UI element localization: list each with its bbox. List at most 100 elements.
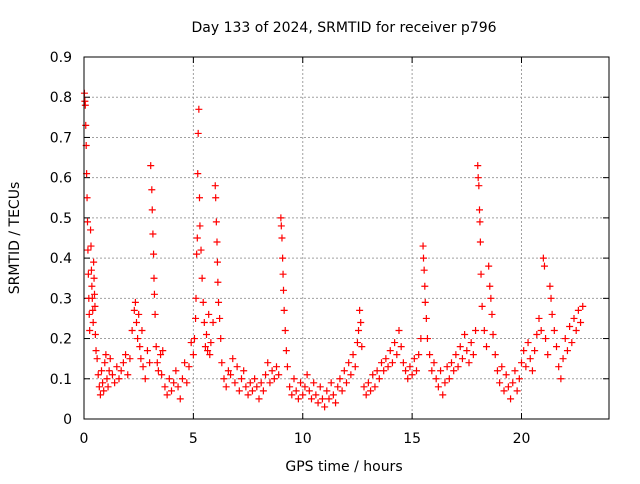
data-point	[526, 355, 534, 363]
data-point	[133, 318, 140, 326]
data-point	[199, 298, 207, 306]
data-point	[535, 314, 543, 322]
data-point	[404, 375, 412, 383]
data-point	[397, 343, 405, 351]
data-point	[513, 387, 521, 395]
data-point	[235, 387, 243, 395]
y-tick-label: 0.9	[50, 50, 72, 66]
data-point	[356, 306, 364, 314]
data-point	[257, 379, 265, 387]
data-point	[174, 383, 182, 391]
data-point	[220, 375, 228, 383]
tick-layer: 0 0.1 0.2 0.3 0.4 0.5 0.6 0.7 0.8 0.9 0 5 10 15 20	[50, 50, 609, 447]
data-point	[131, 298, 139, 306]
data-point	[130, 306, 138, 314]
data-point	[86, 327, 94, 335]
data-point	[231, 379, 239, 387]
data-point	[380, 367, 388, 375]
data-point	[340, 367, 348, 375]
data-point	[85, 310, 93, 318]
data-point	[357, 318, 365, 326]
data-point	[388, 359, 396, 367]
data-point	[286, 383, 294, 391]
data-point	[209, 318, 217, 326]
data-point	[90, 274, 98, 282]
data-point	[281, 327, 289, 335]
data-point	[88, 294, 96, 302]
data-point	[105, 367, 113, 375]
data-point	[539, 254, 547, 262]
data-point	[378, 359, 385, 367]
data-point	[193, 234, 201, 242]
data-point	[195, 105, 203, 113]
data-point	[305, 387, 313, 395]
data-point	[489, 331, 497, 339]
data-point	[102, 351, 110, 359]
data-point	[448, 359, 455, 367]
data-point	[229, 355, 237, 363]
data-point	[502, 371, 510, 379]
data-point	[203, 331, 210, 339]
data-point	[154, 367, 162, 375]
data-point	[251, 375, 259, 383]
data-point	[364, 379, 372, 387]
data-point	[273, 363, 280, 371]
data-point	[115, 375, 123, 383]
data-point	[128, 327, 136, 335]
data-point	[465, 359, 473, 367]
data-point	[87, 226, 95, 234]
data-point	[493, 367, 501, 375]
data-point	[290, 375, 298, 383]
data-point	[253, 383, 261, 391]
data-point	[553, 343, 560, 351]
x-tick-label: 0	[80, 431, 89, 447]
data-point	[458, 355, 466, 363]
data-point	[420, 266, 428, 274]
data-point	[134, 335, 142, 343]
data-point	[485, 262, 493, 270]
data-point	[161, 383, 169, 391]
data-point	[520, 347, 528, 355]
y-tick-label: 0.7	[50, 130, 72, 146]
data-point	[542, 335, 550, 343]
data-point	[487, 294, 495, 302]
data-point	[555, 363, 563, 371]
data-point	[321, 403, 329, 411]
data-point	[151, 310, 159, 318]
x-tick-label: 5	[189, 431, 198, 447]
y-tick-label: 0.5	[50, 211, 72, 227]
data-point	[189, 351, 197, 359]
data-point	[216, 314, 224, 322]
data-point	[314, 399, 322, 407]
data-point	[417, 335, 425, 343]
y-tick-label: 0.3	[50, 291, 72, 307]
data-point	[158, 371, 166, 379]
data-point	[294, 395, 302, 403]
data-point	[537, 327, 545, 335]
data-point	[430, 359, 438, 367]
data-point	[557, 375, 565, 383]
data-point	[452, 351, 460, 359]
data-point	[266, 379, 274, 387]
data-point	[277, 222, 285, 230]
data-point	[91, 290, 98, 298]
data-point	[185, 363, 193, 371]
data-point	[268, 367, 276, 375]
data-point	[92, 347, 100, 355]
data-point	[413, 367, 420, 375]
data-point	[445, 375, 453, 383]
data-point	[563, 347, 571, 355]
data-point	[461, 331, 469, 339]
data-point	[474, 174, 482, 182]
data-point	[280, 306, 288, 314]
data-point	[476, 238, 484, 246]
data-point	[217, 335, 225, 343]
data-point	[474, 162, 482, 170]
data-point	[207, 339, 215, 347]
data-point	[81, 101, 89, 109]
data-point	[367, 387, 375, 395]
data-point	[434, 383, 442, 391]
data-point	[122, 351, 130, 359]
data-point	[371, 383, 379, 391]
data-point	[212, 194, 220, 202]
